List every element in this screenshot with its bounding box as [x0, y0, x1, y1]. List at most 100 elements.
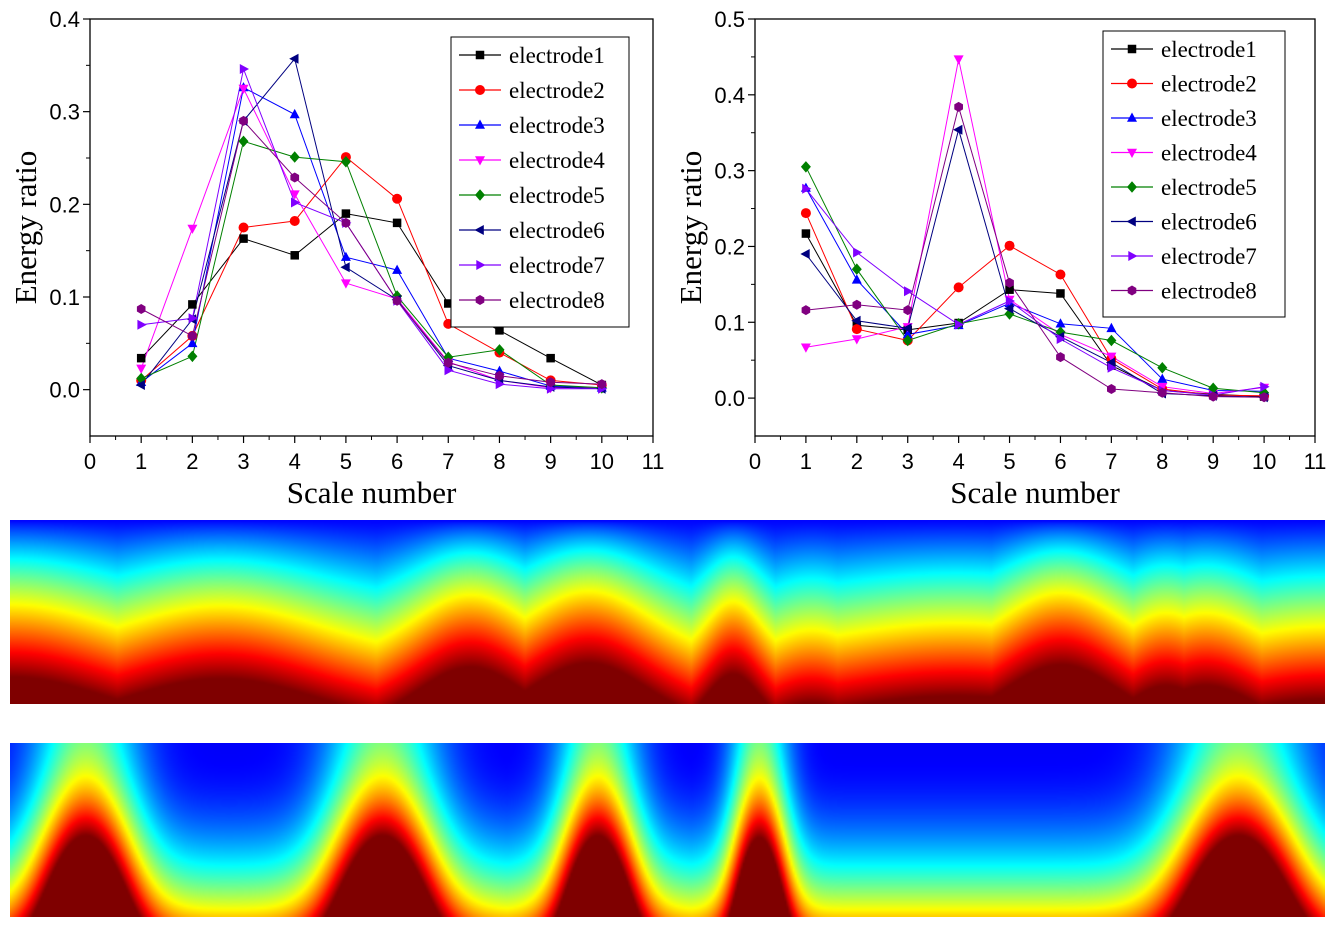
series-line-electrode2: [140, 156, 602, 386]
series-line-electrode8: [140, 119, 602, 385]
data-point-electrode2: [238, 222, 249, 233]
data-point-electrode6: [289, 53, 299, 64]
data-point-electrode1: [495, 326, 504, 335]
x-tick-label: 0: [84, 449, 96, 474]
x-tick-label: 1: [135, 449, 147, 474]
legend-marker: [475, 119, 485, 129]
legend-marker: [475, 50, 485, 60]
legend-item: electrode6: [459, 218, 605, 243]
x-tick-label: 4: [953, 449, 965, 474]
data-point-electrode2: [392, 193, 403, 204]
legend-marker: [476, 260, 486, 270]
x-tick-label: 11: [642, 449, 665, 474]
legend-label: electrode5: [509, 183, 605, 208]
data-point-electrode3: [340, 251, 351, 261]
data-point-electrode1: [1056, 289, 1065, 298]
legend-label: electrode5: [1161, 175, 1257, 200]
x-tick-label: 7: [1105, 449, 1117, 474]
data-point-electrode8: [136, 304, 146, 314]
y-tick-label: 0.1: [714, 310, 745, 335]
data-point-electrode6: [902, 323, 912, 334]
data-point-electrode8: [1157, 387, 1167, 398]
data-point-electrode5: [1208, 382, 1219, 394]
legend-label: electrode7: [1161, 244, 1257, 269]
data-point-electrode2: [800, 208, 811, 219]
data-point-electrode4: [340, 279, 351, 289]
y-axis-label: Energy ratio: [673, 151, 708, 305]
data-point-electrode7: [495, 379, 505, 390]
x-tick-label: 5: [340, 449, 352, 474]
data-point-electrode4: [187, 224, 198, 234]
series-markers-electrode8: [136, 115, 607, 390]
data-point-electrode7: [802, 183, 812, 194]
data-point-electrode3: [289, 108, 300, 119]
data-point-electrode8: [903, 305, 913, 316]
legend-marker: [1127, 285, 1137, 296]
legend-marker: [1127, 44, 1137, 54]
series-line-electrode5: [141, 140, 602, 389]
legend-marker: [1127, 181, 1137, 193]
data-point-electrode1: [546, 353, 555, 363]
y-tick-label: 0.4: [714, 83, 745, 108]
data-point-electrode5: [1106, 334, 1117, 347]
legend-item: electrode5: [459, 183, 605, 208]
legend-label: electrode3: [509, 113, 605, 138]
y-tick-label: 0.3: [714, 159, 745, 184]
data-point-electrode7: [853, 247, 863, 258]
data-point-electrode8: [954, 101, 963, 112]
data-point-electrode3: [187, 337, 198, 348]
data-point-electrode3: [1157, 373, 1168, 383]
x-tick-label: 2: [851, 449, 863, 474]
data-point-electrode3: [1106, 322, 1117, 333]
data-point-electrode6: [135, 380, 145, 390]
legend-item: electrode5: [1111, 175, 1257, 200]
data-point-electrode1: [392, 218, 402, 228]
x-tick-label: 7: [442, 449, 454, 474]
data-point-electrode5: [238, 135, 249, 148]
legend-label: electrode6: [1161, 210, 1257, 235]
x-axis-label: Scale number: [287, 475, 457, 510]
legend-marker: [1127, 78, 1137, 89]
data-point-electrode8: [852, 299, 862, 310]
data-point-electrode5: [851, 263, 862, 275]
x-tick-label: 4: [289, 449, 301, 474]
legend-item: electrode2: [1111, 72, 1257, 97]
data-point-electrode5: [136, 372, 147, 385]
data-point-electrode1: [136, 353, 146, 363]
x-tick-label: 1: [800, 449, 812, 474]
data-point-electrode1: [341, 209, 351, 218]
scalogram-bottom-canvas: [10, 743, 1325, 917]
data-point-electrode7: [1260, 381, 1270, 392]
data-point-electrode6: [953, 124, 963, 135]
data-point-electrode8: [801, 305, 811, 316]
legend-marker: [1126, 216, 1136, 227]
series-line-electrode8: [805, 104, 1265, 398]
data-point-electrode8: [546, 377, 555, 388]
data-point-electrode6: [851, 315, 861, 326]
legend-label: electrode2: [509, 78, 605, 103]
y-tick-label: 0.2: [49, 192, 80, 217]
legend-marker: [1127, 112, 1137, 122]
series-line-electrode4: [805, 59, 1265, 395]
legend-item: electrode3: [459, 113, 605, 138]
data-point-electrode6: [1105, 357, 1116, 368]
data-point-electrode8: [495, 370, 504, 381]
y-tick-label: 0.4: [49, 7, 80, 32]
x-tick-label: 5: [1003, 449, 1015, 474]
data-point-electrode3: [851, 274, 862, 284]
chart-right: 0 1 2 3 4 5 6 7 8 9 10 11 0.0 0.1 0.2 0.3 0.4 0.5 Scale nu…: [673, 7, 1327, 510]
x-tick-label: 11: [1304, 449, 1327, 474]
legend-item: electrode6: [1111, 210, 1257, 235]
x-tick-label: 6: [1054, 449, 1066, 474]
legend-item: electrode3: [1111, 106, 1257, 131]
legend-item: electrode4: [459, 148, 605, 173]
data-point-electrode5: [340, 156, 351, 168]
x-tick-label: 8: [1156, 449, 1168, 474]
x-axis-label: Scale number: [950, 475, 1120, 510]
legend-label: electrode8: [509, 288, 605, 313]
legend-label: electrode4: [1161, 141, 1257, 166]
data-point-electrode6: [1004, 303, 1014, 314]
series-line-electrode1: [140, 213, 603, 386]
legend-label: electrode1: [509, 43, 605, 68]
data-point-electrode7: [291, 197, 301, 208]
